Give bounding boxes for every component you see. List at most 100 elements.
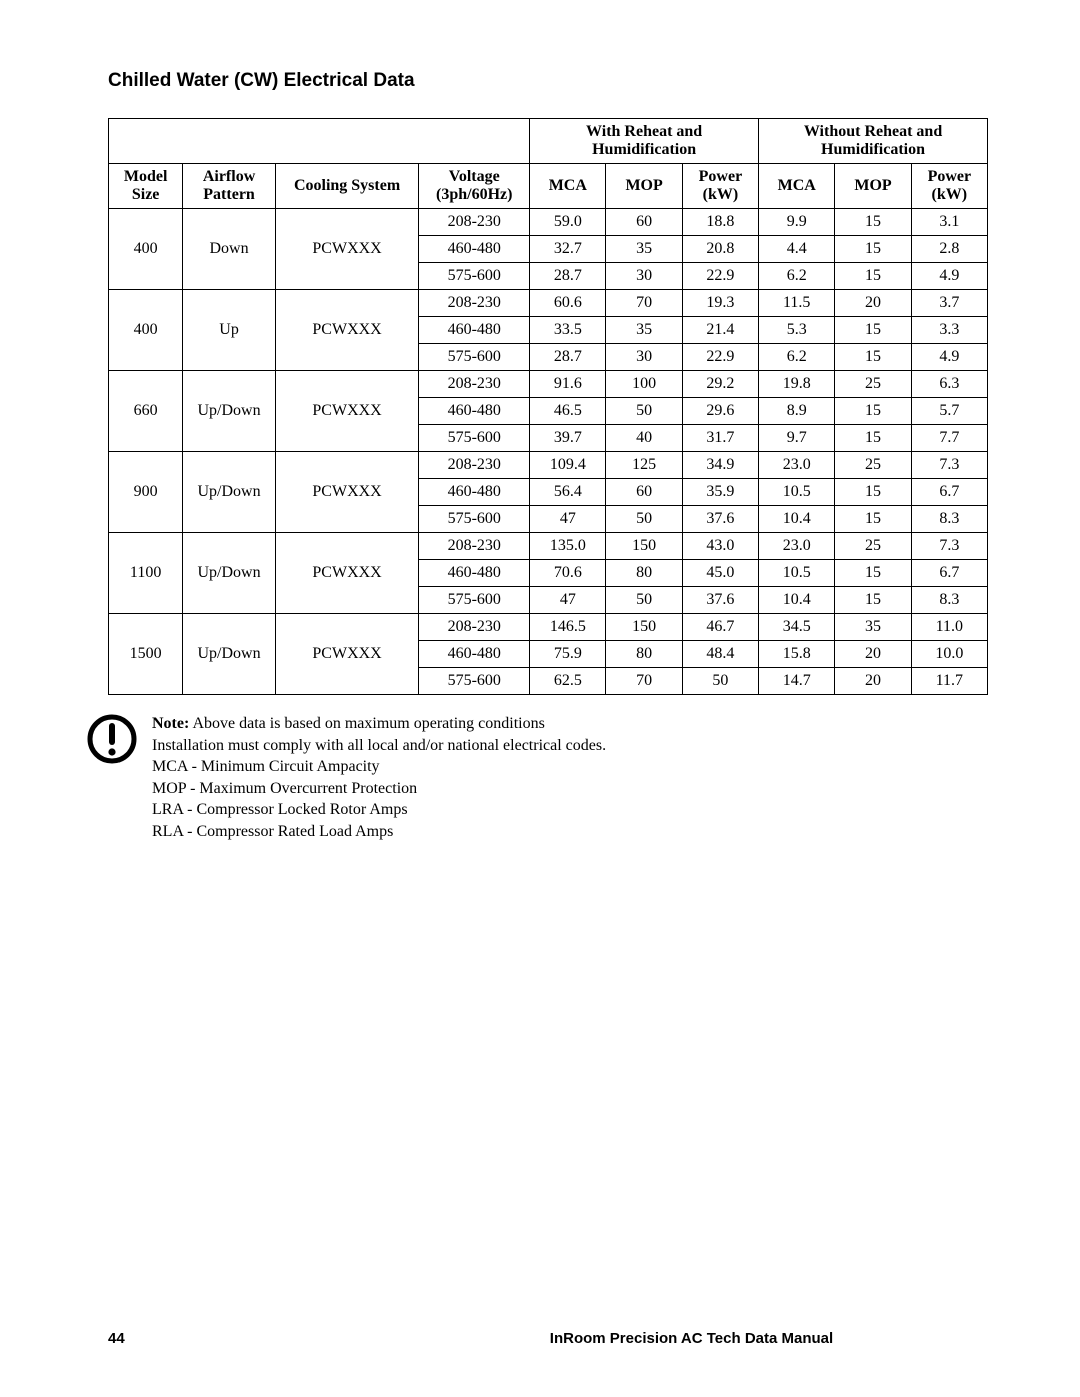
cell-airflow: Down <box>183 209 276 290</box>
cell-airflow: Up/Down <box>183 371 276 452</box>
cell-airflow: Up/Down <box>183 614 276 695</box>
cell-power-with: 29.2 <box>682 371 758 398</box>
header-airflow: Airflow Pattern <box>183 164 276 209</box>
cell-power-with: 37.6 <box>682 506 758 533</box>
cell-power-without: 4.9 <box>911 344 987 371</box>
cell-voltage: 575-600 <box>419 425 530 452</box>
cell-mop-with: 70 <box>606 668 682 695</box>
cell-mop-with: 150 <box>606 533 682 560</box>
cell-power-without: 7.7 <box>911 425 987 452</box>
cell-mca-without: 4.4 <box>759 236 835 263</box>
note-label: Note: <box>152 715 189 732</box>
cell-power-without: 7.3 <box>911 452 987 479</box>
note-line: LRA - Compressor Locked Rotor Amps <box>152 801 408 818</box>
cell-mca-without: 23.0 <box>759 533 835 560</box>
cell-model: 1100 <box>109 533 183 614</box>
cell-power-without: 7.3 <box>911 533 987 560</box>
page-number: 44 <box>108 1330 318 1347</box>
header-with: With Reheat and Humidification <box>530 119 759 164</box>
cell-power-without: 4.9 <box>911 263 987 290</box>
cell-mca-with: 91.6 <box>530 371 606 398</box>
cell-cooling: PCWXXX <box>275 371 418 452</box>
cell-power-with: 34.9 <box>682 452 758 479</box>
cell-airflow: Up/Down <box>183 533 276 614</box>
cell-voltage: 575-600 <box>419 506 530 533</box>
cell-mop-without: 15 <box>835 506 911 533</box>
cell-mop-with: 125 <box>606 452 682 479</box>
cell-mop-without: 25 <box>835 452 911 479</box>
cell-model: 900 <box>109 452 183 533</box>
header-without: Without Reheat and Humidification <box>759 119 988 164</box>
cell-cooling: PCWXXX <box>275 290 418 371</box>
header-mca-without: MCA <box>759 164 835 209</box>
cell-power-with: 18.8 <box>682 209 758 236</box>
note-line: MOP - Maximum Overcurrent Protection <box>152 780 417 797</box>
cell-mca-with: 47 <box>530 506 606 533</box>
header-voltage: Voltage (3ph/60Hz) <box>419 164 530 209</box>
cell-power-with: 48.4 <box>682 641 758 668</box>
cell-mca-with: 32.7 <box>530 236 606 263</box>
cell-cooling: PCWXXX <box>275 614 418 695</box>
cell-mca-with: 39.7 <box>530 425 606 452</box>
cell-mop-without: 15 <box>835 263 911 290</box>
cell-power-with: 31.7 <box>682 425 758 452</box>
cell-mop-with: 60 <box>606 209 682 236</box>
cell-power-without: 6.7 <box>911 479 987 506</box>
header-mop-without: MOP <box>835 164 911 209</box>
cell-mop-with: 30 <box>606 263 682 290</box>
cell-mop-with: 50 <box>606 587 682 614</box>
cell-cooling: PCWXXX <box>275 533 418 614</box>
cell-mca-with: 62.5 <box>530 668 606 695</box>
table-row: 900Up/DownPCWXXX208-230109.412534.923.02… <box>109 452 988 479</box>
cell-mop-without: 20 <box>835 290 911 317</box>
cell-mca-with: 46.5 <box>530 398 606 425</box>
cell-power-with: 22.9 <box>682 263 758 290</box>
cell-mop-without: 15 <box>835 560 911 587</box>
cell-power-without: 3.7 <box>911 290 987 317</box>
cell-mca-with: 56.4 <box>530 479 606 506</box>
cell-power-without: 3.1 <box>911 209 987 236</box>
alert-icon <box>86 713 138 772</box>
cell-mca-without: 34.5 <box>759 614 835 641</box>
cell-voltage: 575-600 <box>419 668 530 695</box>
cell-model: 1500 <box>109 614 183 695</box>
cell-mop-with: 80 <box>606 641 682 668</box>
cell-mop-without: 25 <box>835 533 911 560</box>
cell-voltage: 575-600 <box>419 587 530 614</box>
cell-power-with: 43.0 <box>682 533 758 560</box>
table-row: 660Up/DownPCWXXX208-23091.610029.219.825… <box>109 371 988 398</box>
cell-mca-without: 23.0 <box>759 452 835 479</box>
cell-mop-without: 15 <box>835 317 911 344</box>
table-row: 1100Up/DownPCWXXX208-230135.015043.023.0… <box>109 533 988 560</box>
footer-title: InRoom Precision AC Tech Data Manual <box>318 1330 995 1347</box>
cell-power-with: 37.6 <box>682 587 758 614</box>
cell-mop-with: 70 <box>606 290 682 317</box>
cell-model: 400 <box>109 290 183 371</box>
note-line: Installation must comply with all local … <box>152 737 606 754</box>
table-row: 400DownPCWXXX208-23059.06018.89.9153.1 <box>109 209 988 236</box>
cell-voltage: 460-480 <box>419 236 530 263</box>
cell-airflow: Up <box>183 290 276 371</box>
cell-mop-without: 20 <box>835 641 911 668</box>
cell-cooling: PCWXXX <box>275 209 418 290</box>
cell-mca-with: 33.5 <box>530 317 606 344</box>
cell-mca-with: 28.7 <box>530 263 606 290</box>
cell-power-without: 3.3 <box>911 317 987 344</box>
cell-power-without: 6.3 <box>911 371 987 398</box>
cell-mca-without: 15.8 <box>759 641 835 668</box>
cell-mop-without: 15 <box>835 587 911 614</box>
cell-mca-without: 9.7 <box>759 425 835 452</box>
cell-mop-without: 15 <box>835 425 911 452</box>
cell-mca-without: 10.4 <box>759 506 835 533</box>
cell-mca-without: 8.9 <box>759 398 835 425</box>
cell-power-without: 2.8 <box>911 236 987 263</box>
cell-power-with: 29.6 <box>682 398 758 425</box>
cell-mop-without: 15 <box>835 209 911 236</box>
cell-mop-with: 50 <box>606 398 682 425</box>
cell-mca-with: 135.0 <box>530 533 606 560</box>
cell-voltage: 208-230 <box>419 452 530 479</box>
cell-mop-without: 20 <box>835 668 911 695</box>
cell-mop-with: 100 <box>606 371 682 398</box>
cell-power-without: 10.0 <box>911 641 987 668</box>
header-power-without: Power (kW) <box>911 164 987 209</box>
